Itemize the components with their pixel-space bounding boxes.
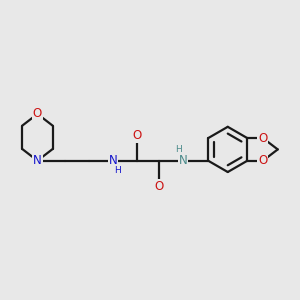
Text: O: O bbox=[133, 129, 142, 142]
Text: O: O bbox=[258, 154, 268, 167]
Text: O: O bbox=[258, 132, 268, 145]
Text: N: N bbox=[33, 154, 42, 167]
Text: N: N bbox=[109, 154, 117, 167]
Text: O: O bbox=[33, 107, 42, 120]
Text: N: N bbox=[178, 154, 187, 167]
Text: O: O bbox=[154, 180, 163, 193]
Text: H: H bbox=[175, 145, 181, 154]
Text: H: H bbox=[114, 166, 121, 175]
